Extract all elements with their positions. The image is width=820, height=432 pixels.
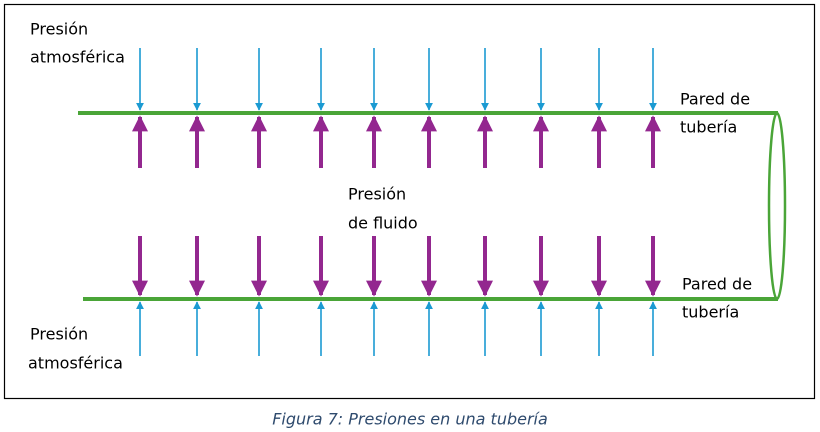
- label: Pared de: [680, 90, 750, 109]
- label: tubería: [680, 118, 737, 137]
- label: Pared de: [682, 275, 752, 294]
- frame: [3, 3, 816, 400]
- label: Presión: [30, 20, 88, 39]
- label: Presión: [30, 325, 88, 344]
- label: Presión: [348, 185, 406, 204]
- arrows: [132, 48, 661, 356]
- caption: Figura 7: Presiones en una tubería: [272, 410, 548, 429]
- label: atmosférica: [30, 48, 125, 67]
- label: atmosférica: [28, 354, 123, 373]
- label: de fluido: [348, 214, 418, 233]
- pipe-end: [767, 111, 787, 301]
- label: tubería: [682, 303, 739, 322]
